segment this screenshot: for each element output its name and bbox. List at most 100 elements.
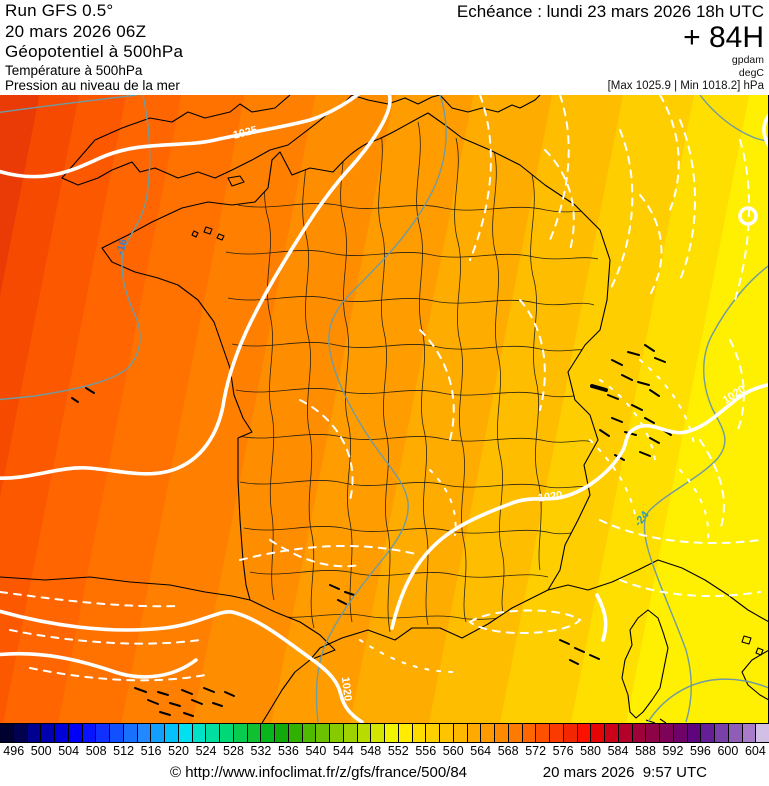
colorbar-cell [219,724,233,742]
colorbar-cell [260,724,274,742]
alps-ridges [599,344,672,461]
colorbar-cell [714,724,728,742]
pyrenees-ridges [134,687,235,717]
colorbar-tick-label: 572 [525,744,547,758]
colorbar-cell [384,724,398,742]
pressure-minmax: [Max 1025.9 | Min 1018.2] hPa [607,80,764,92]
sardinia-tip [645,718,667,723]
field-pressure: Pression au niveau de la mer [5,78,180,93]
colorbar-cell [397,724,412,742]
tuscany-coast [741,649,768,701]
field-geopotential: Géopotentiel à 500hPa [5,42,184,61]
colorbar-cell [287,724,302,742]
colorbar-tick-label: 580 [580,744,601,758]
isobar-segment-south [595,593,608,642]
colorbar-cell [122,724,137,742]
colorbar-tick-label: 520 [168,744,189,758]
colorbar-tick-label: 516 [140,744,162,758]
colorbar-cell [535,724,549,742]
colorbar-cell [177,724,192,742]
kent-coast [351,95,441,105]
temp-contour-minus16-b [0,95,151,401]
colorbar-labels: 496 500 504 508 512 516 520 524 528 532 536 540 544 5… [0,743,769,760]
copyright-url: © http://www.infoclimat.fr/z/gfs/france/… [170,764,468,781]
colorbar-cell [425,724,439,742]
colorbar-cell [301,724,316,742]
spain-med-coast [261,659,311,723]
colorbar-cell [617,724,632,742]
colorbar-cell [521,724,536,742]
colorbar-tick-label: 596 [690,744,711,758]
channel-islands [191,226,225,241]
run-title: Run GFS 0.5° [5,1,114,20]
isobar-arc-right-edge [762,113,768,148]
isobar-1020-east [390,382,768,630]
colorbar-cell [67,724,82,742]
isobar-1025 [0,95,392,480]
run-date: 20 mars 2026 06Z [5,21,147,41]
colorbar-tick-label: 584 [607,744,629,758]
corsica-outline [621,609,669,719]
colorbar-tick-label: 588 [635,744,656,758]
colorbar-cell [686,724,701,742]
colorbar-cell [590,724,604,742]
colorbar-cell [81,724,96,742]
colorbar-tick-label: 496 [3,744,25,758]
isle-of-wight [227,175,245,187]
colorbar-cell [342,724,357,742]
colorbar-cell [466,724,481,742]
echeance-label: Echéance : lundi 23 mars 2026 18h UTC [456,2,764,21]
colorbar-cell [246,724,261,742]
colorbar-tick-label: 508 [85,744,107,758]
colorbar-tick-label: 540 [305,744,327,758]
forecast-hour: + 84H [683,21,764,54]
colorbar-tick-label: 504 [58,744,80,758]
colorbar-cell [659,724,673,742]
colorbar-cell [672,724,687,742]
colorbar-tick-label: 524 [195,744,217,758]
colorbar-tick-label: 532 [250,744,272,758]
department-boundaries [225,117,605,633]
isobar-spur [0,651,198,679]
map-canvas [0,95,768,723]
colorbar-tick-label: 544 [332,744,354,758]
colorbar-tick-label: 568 [497,744,519,758]
header: Run GFS 0.5° 20 mars 2026 06Z Géopotenti… [0,0,769,95]
colorbar-tick-label: 600 [717,744,739,758]
colorbar-cell [150,724,164,742]
temp-contour-minus24 [643,265,768,723]
colorbar: 496 500 504 508 512 516 520 524 528 532 536 540 544 5… [0,723,769,760]
temp-contour-south [647,678,768,723]
field-temperature: Température à 500hPa [5,62,143,78]
coastlines [0,95,768,723]
colorbar-cell [411,724,426,742]
colorbar-cell [164,724,178,742]
colorbar-cell [755,724,769,742]
elba-islands [741,635,764,656]
colorbar-cell [370,724,384,742]
colorbar-tick-label: 564 [470,744,492,758]
benelux-coast [439,95,541,113]
temp-contour-northeast [699,95,768,143]
colorbar-cell [109,724,123,742]
colorbar-cell [562,724,577,742]
small-marks [71,387,95,403]
temp-contour-minus20 [315,95,447,723]
colorbar-cell [631,724,646,742]
colorbar-cell [40,724,54,742]
colorbar-tick-label: 604 [744,744,766,758]
colorbar-tick-label: 548 [360,744,382,758]
isobar-spray-dashes [359,359,710,673]
header-left: Run GFS 0.5° 20 mars 2026 06Z Géopotenti… [5,1,183,94]
colorbar-tick-label: 560 [442,744,464,758]
colorbar-cell [741,724,756,742]
unit-geopotential: gpdam [731,54,764,66]
lake-geneva [590,384,608,392]
colorbar-cell [480,724,494,742]
england-coast [61,95,353,186]
colorbar-cell [136,724,151,742]
colorbar-cell [12,724,27,742]
isobars [0,95,768,723]
colorbar-cell [26,724,41,742]
